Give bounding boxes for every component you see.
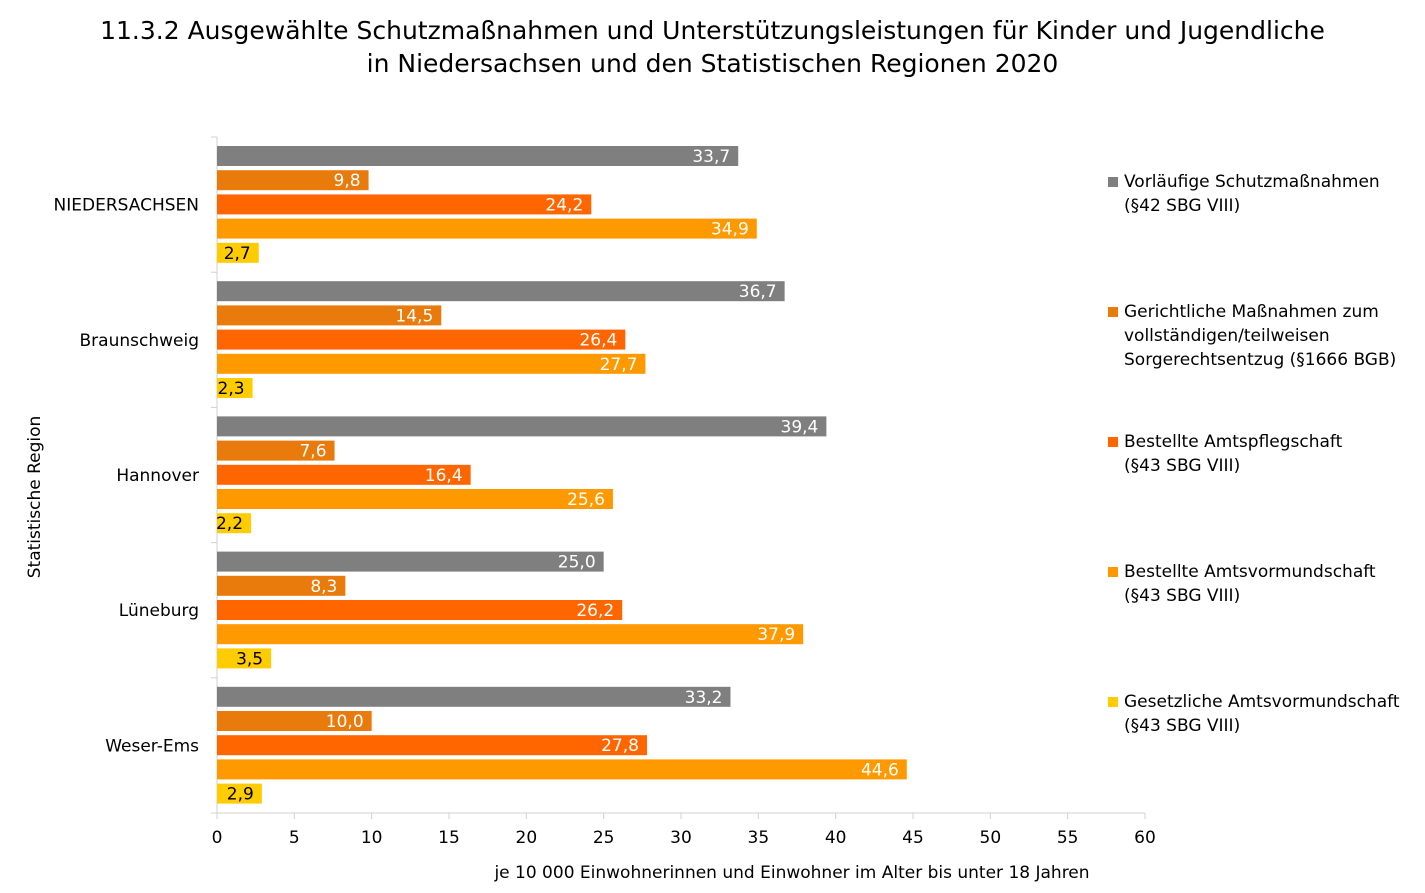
bar-value-label: 3,5: [236, 649, 263, 669]
bar-value-label: 25,6: [567, 490, 605, 510]
bar: [217, 600, 623, 620]
x-tick-label: 5: [289, 828, 300, 848]
x-tick-label: 25: [593, 828, 615, 848]
legend-item: Gerichtliche Maßnahmen zum vollständigen…: [1108, 300, 1424, 372]
bar-value-label: 37,9: [757, 625, 795, 645]
legend-swatch: [1108, 567, 1118, 577]
x-tick-label: 30: [670, 828, 692, 848]
bar-value-label: 24,2: [545, 195, 583, 215]
bar: [217, 513, 252, 534]
category-label: Lüneburg: [119, 601, 199, 621]
x-tick-label: 15: [438, 828, 460, 848]
bar-value-label: 9,8: [334, 171, 361, 191]
x-tick-label: 55: [1057, 828, 1079, 848]
bar: [217, 735, 647, 756]
bar-value-label: 2,2: [216, 514, 243, 534]
bar-value-label: 2,7: [224, 244, 251, 264]
bar: [217, 783, 262, 804]
bar: [217, 170, 369, 191]
chart-title-line-2: in Niedersachsen und den Statistischen R…: [366, 49, 1059, 78]
legend-label: Gesetzliche Amtsvormundschaft (§43 SBG V…: [1124, 692, 1400, 736]
bar-value-label: 44,6: [861, 760, 899, 780]
bar: [217, 440, 335, 461]
bar-value-label: 16,4: [425, 466, 463, 486]
bar: [217, 624, 804, 645]
bar-value-label: 2,3: [218, 379, 245, 399]
bar-value-label: 34,9: [711, 220, 749, 240]
bar-value-label: 26,2: [576, 601, 614, 621]
legend-swatch: [1108, 307, 1118, 317]
bar: [217, 305, 442, 326]
bar: [217, 648, 272, 669]
chart-title: 11.3.2 Ausgewählte Schutzmaßnahmen und U…: [0, 14, 1425, 80]
bar-value-label: 14,5: [395, 306, 433, 326]
bar-value-label: 7,6: [299, 442, 326, 462]
x-tick-label: 40: [825, 828, 847, 848]
bar-value-label: 10,0: [326, 712, 364, 732]
bar: [217, 464, 471, 485]
legend-item: Bestellte Amtspflegschaft (§43 SBG VIII): [1108, 430, 1424, 478]
bar: [217, 489, 613, 509]
legend-item: Gesetzliche Amtsvormundschaft (§43 SBG V…: [1108, 690, 1424, 738]
bar: [217, 194, 592, 215]
legend-item: Bestellte Amtsvormundschaft (§43 SBG VII…: [1108, 560, 1424, 608]
bar-value-label: 2,9: [227, 785, 254, 805]
legend-swatch: [1108, 437, 1118, 447]
bar: [217, 329, 626, 350]
chart-title-line-1: 11.3.2 Ausgewählte Schutzmaßnahmen und U…: [100, 16, 1325, 45]
bar-value-label: 36,7: [739, 282, 777, 302]
bar-value-label: 33,7: [692, 147, 730, 167]
bar: [217, 759, 907, 780]
category-label: Weser-Ems: [105, 736, 199, 756]
bar-value-label: 39,4: [781, 417, 819, 437]
bar-value-label: 27,8: [601, 736, 639, 756]
legend-label: Bestellte Amtspflegschaft (§43 SBG VIII): [1124, 432, 1343, 476]
bar: [217, 353, 646, 374]
legend-swatch: [1108, 697, 1118, 707]
legend-label: Bestellte Amtsvormundschaft (§43 SBG VII…: [1124, 562, 1376, 606]
y-axis-title: Statistische Region: [25, 416, 45, 579]
category-label: NIEDERSACHSEN: [54, 196, 199, 216]
bar: [217, 686, 731, 707]
x-axis-title: je 10 000 Einwohnerinnen und Einwohner i…: [493, 863, 1089, 883]
x-tick-label: 50: [980, 828, 1002, 848]
x-tick-label: 45: [902, 828, 924, 848]
bar: [217, 378, 253, 398]
category-label: Hannover: [116, 466, 199, 486]
bar: [217, 146, 739, 166]
legend-item: Vorläufige Schutzmaßnahmen (§42 SBG VIII…: [1108, 170, 1424, 218]
bar-value-label: 27,7: [600, 355, 638, 375]
x-tick-label: 10: [361, 828, 383, 848]
category-label: Braunschweig: [80, 331, 199, 351]
bar-value-label: 26,4: [579, 331, 617, 351]
x-tick-label: 35: [748, 828, 770, 848]
x-tick-label: 0: [212, 828, 223, 848]
x-tick-label: 60: [1134, 828, 1156, 848]
bar: [217, 281, 785, 302]
bar: [217, 575, 346, 596]
bar-value-label: 25,0: [558, 553, 596, 573]
x-tick-label: 20: [516, 828, 538, 848]
bar: [217, 711, 372, 731]
legend-label: Vorläufige Schutzmaßnahmen (§42 SBG VIII…: [1124, 172, 1380, 216]
bar-value-label: 33,2: [685, 688, 723, 708]
bar: [217, 242, 259, 263]
bar: [217, 416, 827, 437]
bar-value-label: 8,3: [310, 577, 337, 597]
bar: [217, 551, 604, 572]
bar: [217, 218, 757, 239]
legend-label: Gerichtliche Maßnahmen zum vollständigen…: [1124, 302, 1397, 370]
legend-swatch: [1108, 177, 1118, 187]
